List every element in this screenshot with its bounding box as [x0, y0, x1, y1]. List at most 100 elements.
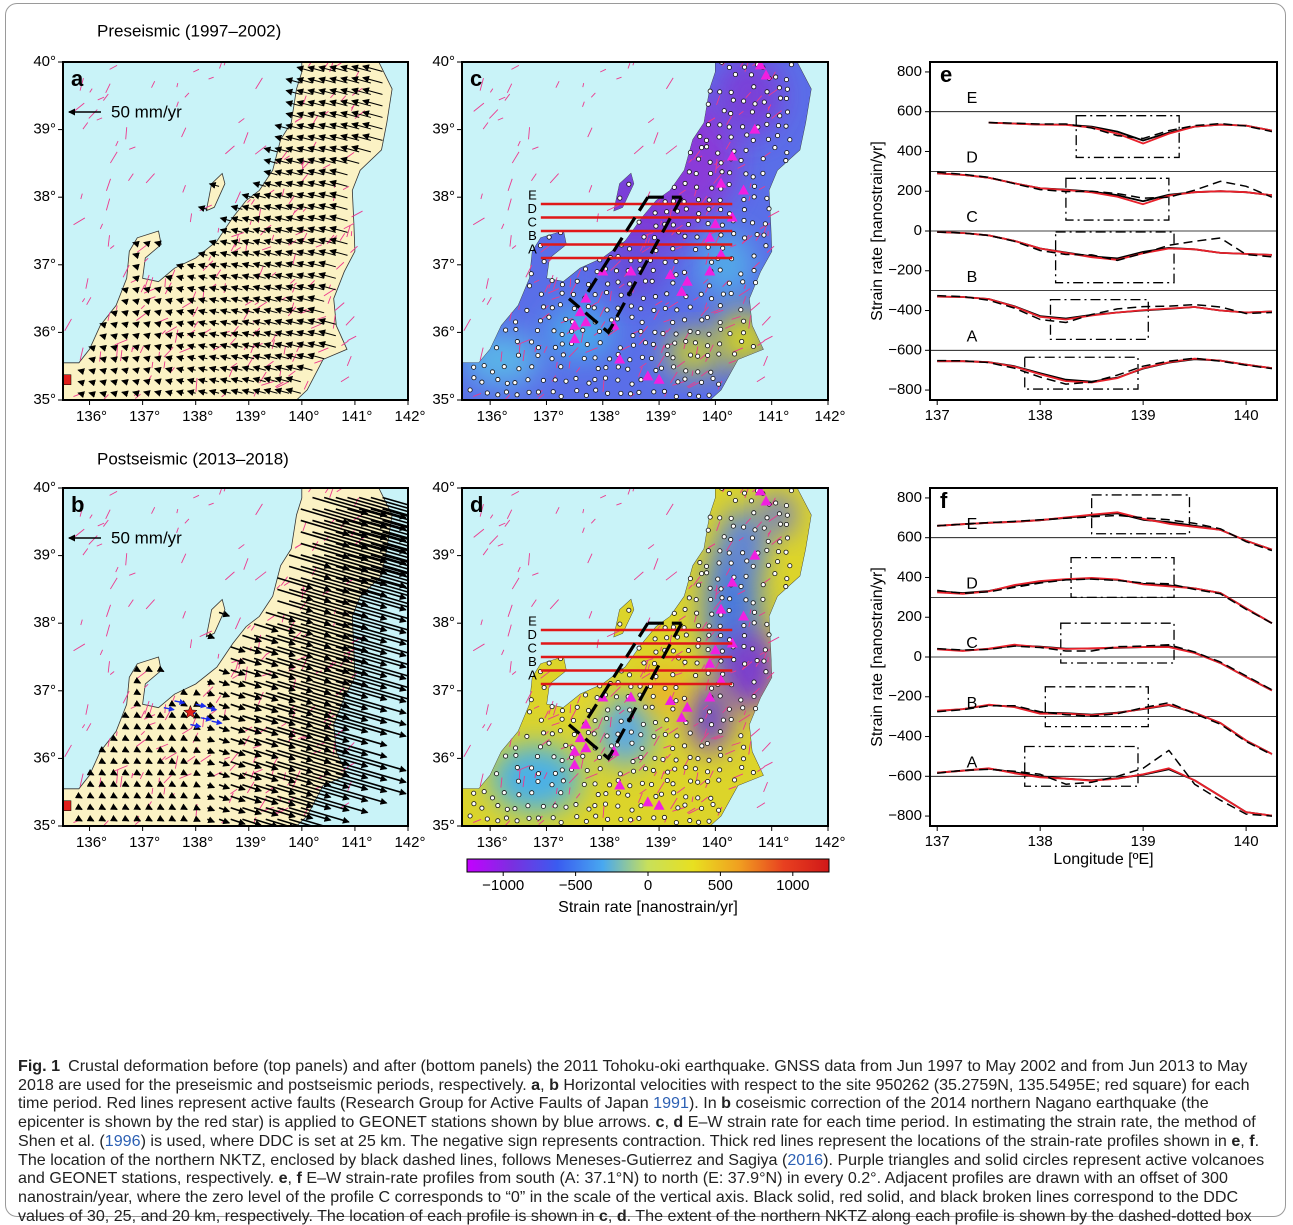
plot-area [930, 495, 1277, 816]
gnss-station [596, 366, 600, 370]
gnss-station [550, 357, 554, 361]
gnss-station [710, 612, 714, 616]
gnss-station [586, 305, 590, 309]
gnss-station [688, 779, 692, 783]
gnss-station [729, 111, 733, 115]
map-x-tick-label: 137° [533, 408, 564, 425]
gnss-station [472, 802, 476, 806]
gnss-station [773, 572, 777, 576]
gnss-station [642, 661, 646, 665]
gnss-station [688, 305, 692, 309]
gnss-station [559, 791, 563, 795]
gnss-station [659, 366, 663, 370]
gnss-station [584, 393, 588, 397]
gnss-station [718, 624, 722, 628]
profile-line [937, 769, 1272, 816]
gnss-station [719, 327, 723, 331]
gnss-station [643, 767, 647, 771]
gnss-station [765, 196, 769, 200]
gnss-station [490, 370, 494, 374]
x-tick-label: 139 [1131, 833, 1156, 850]
gnss-station [542, 685, 546, 689]
gnss-station [778, 522, 782, 526]
gnss-station [572, 306, 576, 310]
gnss-station [639, 733, 643, 737]
gnss-station [619, 817, 623, 821]
gnss-station [751, 138, 755, 142]
gnss-station [728, 597, 732, 601]
gnss-station [696, 583, 700, 587]
gnss-station [672, 791, 676, 795]
gnss-station [709, 297, 713, 301]
gnss-station [696, 644, 700, 648]
gnss-station [651, 768, 655, 772]
gnss-station [637, 646, 641, 650]
map-x-tick-label: 139° [646, 834, 677, 851]
gnss-station [752, 85, 756, 89]
map-y-tick-label: 36° [33, 749, 56, 766]
gnss-station [682, 270, 686, 274]
gnss-station [742, 623, 746, 627]
gnss-station [707, 393, 711, 397]
gnss-station [741, 757, 745, 761]
gnss-station [688, 818, 692, 822]
gnss-station [513, 381, 517, 385]
gnss-station [683, 803, 687, 807]
gnss-station [629, 818, 633, 822]
gnss-station [502, 791, 506, 795]
gnss-station [733, 72, 737, 76]
gnss-station [707, 710, 711, 714]
profile-line [937, 578, 1272, 623]
gnss-station [762, 659, 766, 663]
gnss-station [671, 281, 675, 285]
gnss-station [727, 608, 731, 612]
gnss-station [659, 792, 663, 796]
gnss-station [643, 279, 647, 283]
gnss-station [762, 233, 766, 237]
map-x-tick-label: 136° [76, 834, 107, 851]
gnss-station [727, 491, 731, 495]
caption-text: , [1240, 1132, 1249, 1150]
gnss-station [515, 339, 519, 343]
colorbar-tick-label: −1000 [482, 877, 524, 894]
gnss-station [618, 772, 622, 776]
gnss-station [705, 741, 709, 745]
gnss-station [561, 779, 565, 783]
gnss-station [750, 221, 754, 225]
map-x-tick-label: 139° [646, 408, 677, 425]
profile-line [937, 705, 1272, 754]
caption-bold: a [531, 1076, 540, 1094]
gnss-station [666, 770, 670, 774]
gnss-station [742, 525, 746, 529]
caption-link[interactable]: 1991 [653, 1094, 689, 1112]
gnss-station [639, 755, 643, 759]
gnss-station [674, 820, 678, 824]
gnss-station [711, 376, 715, 380]
gnss-station [604, 366, 608, 370]
gnss-station [616, 804, 620, 808]
caption-link[interactable]: 1996 [105, 1132, 141, 1150]
gnss-station [688, 576, 692, 580]
gnss-station [541, 804, 545, 808]
gnss-station [684, 207, 688, 211]
gnss-station [671, 707, 675, 711]
gnss-station [536, 779, 540, 783]
gnss-station [630, 382, 634, 386]
gnss-station [526, 804, 530, 808]
gnss-station [663, 686, 667, 690]
gnss-station [480, 806, 484, 810]
gnss-station [553, 378, 557, 382]
map-x-tick-label: 139° [235, 834, 266, 851]
gnss-station [751, 564, 755, 568]
y-tick-label: −800 [888, 381, 922, 398]
map-y-tick-label: 39° [432, 547, 455, 564]
gnss-station [583, 693, 587, 697]
gnss-station [582, 782, 586, 786]
caption-link[interactable]: 2016 [787, 1151, 823, 1169]
gnss-station [752, 254, 756, 258]
y-tick-label: 200 [897, 182, 922, 199]
gnss-station [696, 354, 700, 358]
gnss-station [559, 394, 563, 398]
gnss-station [698, 134, 702, 138]
gnss-station [718, 304, 722, 308]
